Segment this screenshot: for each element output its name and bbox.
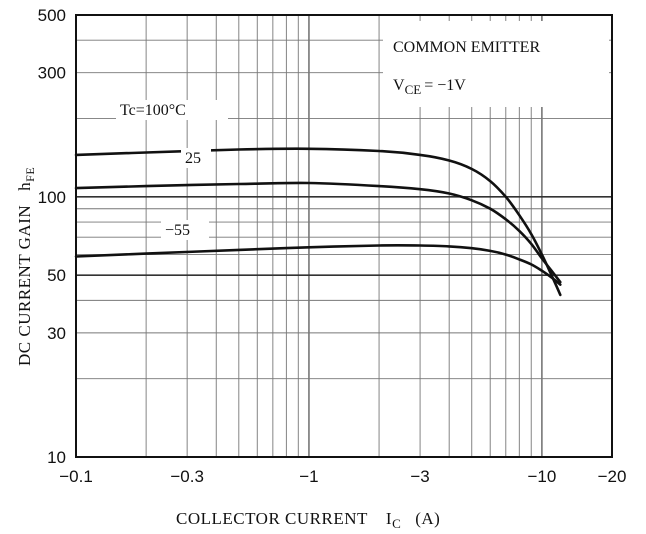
series-label-1: 25: [185, 150, 201, 167]
x-tick-label: −3: [410, 467, 429, 486]
y-tick-label: 300: [38, 64, 66, 83]
x-tick-labels: −0.1 −0.3 −1 −3 −10 −20: [59, 467, 626, 486]
x-tick-label: −1: [299, 467, 318, 486]
series-curve-2: [74, 244, 562, 286]
vce-subscript: CE: [405, 82, 422, 97]
series-curve-0: [74, 147, 562, 297]
conditions-text-line2: VCE = −1V: [393, 77, 466, 97]
y-axis-symbol: h: [15, 182, 34, 191]
plot-frame: [75, 14, 613, 458]
y-tick-label: 30: [47, 324, 66, 343]
x-axis-symbol: I: [386, 509, 392, 528]
conditions-text-line1: COMMON EMITTER: [393, 39, 540, 56]
x-axis-label: COLLECTOR CURRENT IC (A): [176, 509, 440, 531]
series-label-bg: [181, 148, 211, 168]
series-curve-1: [74, 181, 562, 284]
x-tick-label: −0.1: [59, 467, 93, 486]
vce-value: = −1V: [424, 77, 466, 94]
y-tick-label: 100: [38, 188, 66, 207]
series-label-0: Tc=100°C: [120, 102, 186, 119]
curves: [74, 147, 562, 297]
x-tick-label: −0.3: [170, 467, 204, 486]
vce-symbol: V: [393, 77, 405, 94]
y-tick-label: 500: [38, 6, 66, 25]
series-label-bg: [116, 100, 228, 120]
x-axis-subscript: C: [392, 516, 401, 531]
x-tick-label: −10: [527, 467, 556, 486]
y-axis-title: DC CURRENT GAIN: [15, 205, 34, 366]
series-label-bg: [161, 220, 209, 240]
x-axis-unit: (A): [415, 509, 440, 528]
y-tick-labels: 10 30 50 100 300 500: [38, 6, 66, 467]
series-label-2: −55: [165, 222, 190, 239]
y-tick-label: 50: [47, 266, 66, 285]
series-labels: Tc=100°C 25 −55: [116, 100, 228, 240]
y-tick-label: 10: [47, 448, 66, 467]
conditions-box: [383, 21, 609, 107]
y-axis-subscript: FE: [23, 167, 37, 182]
x-axis-title: COLLECTOR CURRENT: [176, 509, 368, 528]
y-axis-label: DC CURRENT GAIN hFE: [15, 167, 37, 366]
x-tick-label: −20: [598, 467, 627, 486]
